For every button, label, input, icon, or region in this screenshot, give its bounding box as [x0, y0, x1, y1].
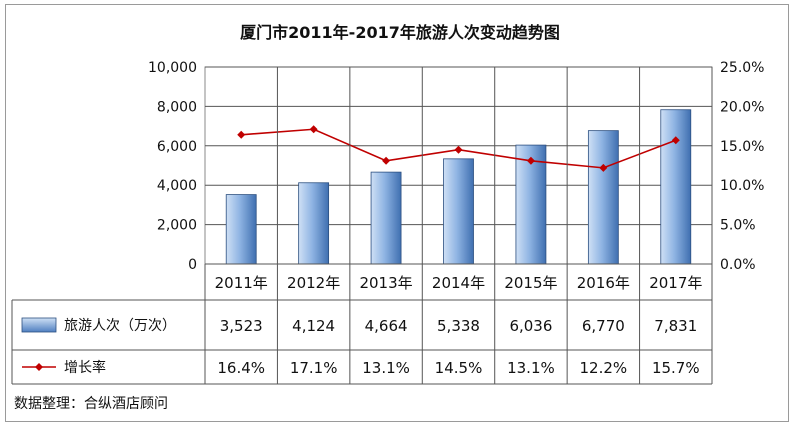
- bar-value-label: 5,338: [437, 317, 480, 335]
- bar-value-label: 4,664: [365, 317, 408, 335]
- left-axis-tick-label: 10,000: [148, 60, 197, 76]
- category-label: 2017年: [649, 274, 702, 292]
- right-axis-tick-label: 25.0%: [720, 60, 764, 76]
- category-label: 2011年: [215, 274, 268, 292]
- growth-value-label: 12.2%: [580, 359, 628, 377]
- growth-value-label: 13.1%: [507, 359, 555, 377]
- growth-value-label: 13.1%: [362, 359, 410, 377]
- category-label: 2012年: [287, 274, 340, 292]
- chart-title: 厦门市2011年-2017年旅游人次变动趋势图: [240, 23, 560, 42]
- bar: [225, 194, 257, 265]
- bar-value-label: 3,523: [220, 317, 263, 335]
- category-label: 2013年: [359, 274, 412, 292]
- category-label: 2016年: [577, 274, 630, 292]
- growth-point: [237, 130, 246, 139]
- right-axis-tick-label: 0.0%: [720, 257, 756, 273]
- bar: [660, 109, 692, 265]
- left-axis-tick-label: 8,000: [157, 99, 197, 115]
- bar-value-label: 6,036: [509, 317, 552, 335]
- right-axis-tick-label: 20.0%: [720, 99, 764, 115]
- right-axis-tick-label: 5.0%: [720, 218, 756, 234]
- left-axis-tick-label: 0: [188, 257, 197, 273]
- growth-value-label: 14.5%: [435, 359, 483, 377]
- growth-point: [671, 136, 680, 145]
- growth-point: [454, 145, 463, 154]
- bar: [587, 130, 619, 265]
- bar: [515, 144, 547, 265]
- growth-point: [382, 156, 391, 165]
- category-label: 2015年: [504, 274, 557, 292]
- bar: [298, 182, 330, 265]
- chart-frame: [5, 4, 789, 422]
- right-axis-tick-label: 15.0%: [720, 139, 764, 155]
- growth-value-label: 15.7%: [652, 359, 700, 377]
- legend-bar-swatch: [21, 317, 57, 333]
- legend-line-label: 增长率: [64, 359, 106, 376]
- growth-point: [309, 125, 318, 134]
- growth-line: [237, 125, 680, 172]
- data-table: 2011年 2012年 2013年 2014年 2015年 2016年 2017年旅游人次（…: [11, 67, 713, 385]
- right-axis-tick-label: 10.0%: [720, 178, 764, 194]
- growth-value-label: 17.1%: [290, 359, 338, 377]
- bar-value-label: 4,124: [292, 317, 335, 335]
- axes: 0 2,000 4,000 6,000 8,000 10,000 0.0% 5.0% 10.0%…: [148, 60, 764, 273]
- legend-bar-label: 旅游人次（万次）: [64, 318, 176, 334]
- bar: [443, 158, 474, 265]
- legend-line-marker: [35, 363, 43, 371]
- growth-point: [526, 156, 535, 165]
- bar-value-label: 7,831: [654, 317, 697, 335]
- left-axis-tick-label: 4,000: [157, 178, 197, 194]
- bars: [225, 109, 692, 265]
- category-label: 2014年: [432, 274, 485, 292]
- left-axis-tick-label: 2,000: [157, 218, 197, 234]
- growth-value-label: 16.4%: [217, 359, 265, 377]
- left-axis-tick-label: 6,000: [157, 139, 197, 155]
- bar-value-label: 6,770: [582, 317, 625, 335]
- growth-point: [599, 163, 608, 172]
- bar: [370, 171, 402, 265]
- source-note: 数据整理：合纵酒店顾问: [14, 396, 168, 412]
